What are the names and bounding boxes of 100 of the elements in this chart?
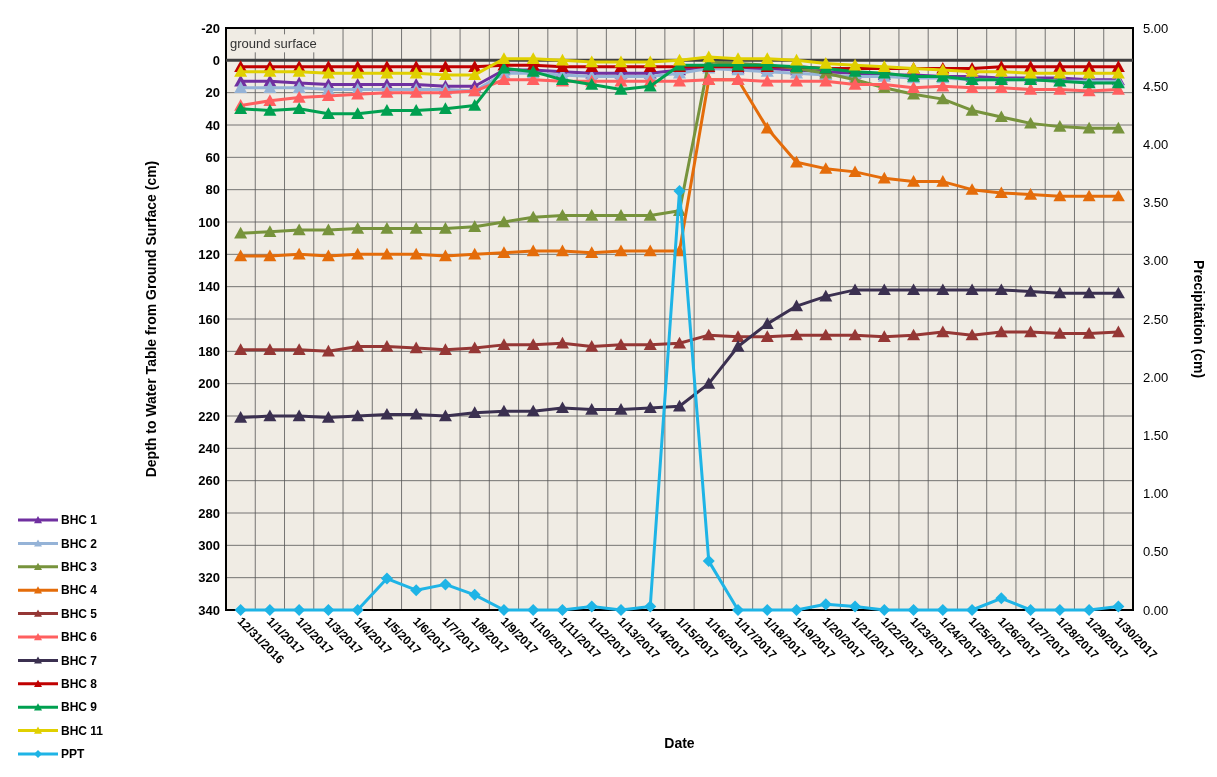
point — [702, 328, 716, 341]
point — [965, 183, 979, 195]
legend-label: PPT — [61, 747, 86, 762]
y2-tick-label: 0.00 — [1143, 602, 1169, 618]
point — [731, 330, 745, 342]
point — [614, 55, 628, 68]
point — [380, 339, 394, 352]
point — [643, 244, 657, 257]
point — [1112, 600, 1125, 613]
point — [438, 60, 452, 72]
y2-tick-label: 2.00 — [1143, 369, 1169, 385]
y-tick-label: 300 — [198, 537, 220, 553]
point — [1024, 604, 1037, 616]
point — [292, 343, 306, 355]
point — [1024, 285, 1038, 297]
point — [263, 225, 277, 237]
legend-label: BHC 6 — [61, 630, 98, 645]
point — [468, 406, 482, 418]
point — [966, 604, 979, 616]
y-tick-label: 180 — [198, 343, 220, 359]
x-axis-title: Date — [664, 735, 695, 751]
point — [321, 107, 335, 119]
point — [1082, 327, 1096, 339]
point — [263, 94, 277, 106]
point — [760, 74, 774, 87]
point — [614, 604, 627, 616]
point — [234, 81, 248, 94]
point — [877, 171, 891, 184]
point — [292, 247, 306, 260]
point — [585, 209, 599, 221]
point — [760, 121, 774, 134]
point — [994, 65, 1008, 77]
point — [1053, 66, 1067, 79]
point — [673, 53, 686, 66]
point — [234, 65, 248, 77]
point — [1082, 66, 1096, 79]
point — [409, 86, 423, 98]
point — [409, 247, 423, 260]
point — [321, 223, 335, 236]
legend-label: BHC 3 — [61, 560, 98, 574]
point — [321, 411, 335, 423]
point — [263, 343, 277, 355]
point — [878, 604, 891, 616]
point — [439, 578, 452, 591]
point — [614, 209, 628, 221]
point — [965, 328, 979, 341]
point — [994, 110, 1008, 123]
point — [410, 584, 423, 597]
point — [1082, 189, 1096, 202]
legend-label: BHC 7 — [61, 653, 98, 668]
point — [877, 283, 891, 296]
y-tick-label: 280 — [198, 505, 220, 521]
point — [438, 249, 452, 262]
point — [468, 220, 482, 233]
point — [848, 283, 862, 296]
point — [468, 99, 482, 111]
legend-label: BHC 5 — [61, 606, 98, 621]
y-tick-label: 340 — [198, 602, 220, 618]
point — [907, 175, 921, 187]
point — [702, 377, 716, 389]
legend-label: BHC 1 — [61, 513, 98, 528]
point — [234, 226, 248, 239]
point — [848, 328, 862, 341]
y-tick-label: 140 — [198, 279, 220, 295]
y-tick-label: 0 — [212, 52, 220, 68]
y-tick-label: 20 — [205, 85, 220, 101]
point — [351, 87, 365, 100]
point — [790, 299, 804, 312]
point — [643, 209, 657, 221]
point — [526, 210, 540, 223]
y2-tick-label: 0.50 — [1143, 544, 1169, 560]
point — [585, 246, 599, 258]
point — [673, 184, 686, 197]
point — [585, 78, 599, 90]
point — [380, 103, 394, 116]
y-tick-label: 260 — [198, 473, 220, 489]
y-axis-title: Depth to Water Table from Ground Surface (cm) — [143, 160, 159, 478]
y-tick-label: 240 — [198, 440, 220, 456]
point — [1111, 66, 1125, 79]
point — [322, 604, 335, 616]
point — [380, 407, 394, 420]
point — [526, 52, 540, 64]
legend-label: BHC 11 — [61, 723, 104, 738]
point — [702, 50, 716, 63]
ref-line-label: ground surface — [230, 36, 317, 52]
point — [819, 74, 833, 87]
point — [468, 68, 482, 81]
point — [1053, 327, 1067, 339]
point — [644, 600, 657, 613]
point — [994, 186, 1008, 199]
point — [409, 221, 423, 234]
point — [1111, 121, 1125, 134]
point — [994, 325, 1008, 338]
point — [614, 338, 628, 351]
point — [292, 102, 306, 115]
point — [936, 92, 950, 105]
point — [380, 86, 394, 98]
point — [614, 403, 628, 415]
point — [292, 223, 306, 236]
y-tick-label: 100 — [198, 214, 220, 230]
